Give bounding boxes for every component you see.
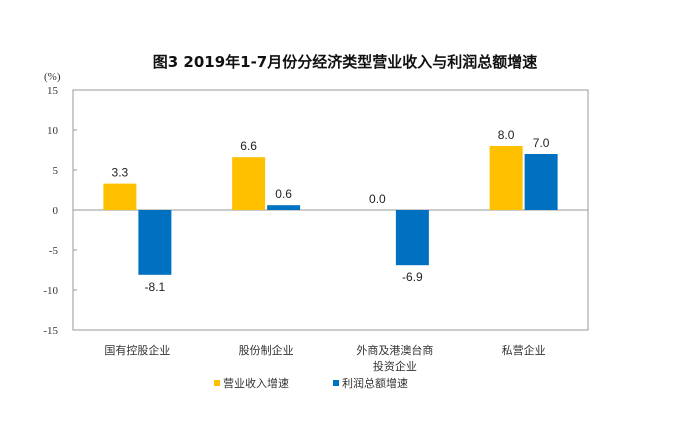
bar-1-2	[395, 210, 429, 266]
legend: 营业收入增速 利润总额增速	[214, 376, 408, 390]
data-label: 0.6	[275, 187, 292, 201]
bar-1-3	[524, 154, 558, 210]
chart-title: 图3 2019年1-7月份分经济类型营业收入与利润总额增速	[153, 53, 538, 71]
data-label: 6.6	[240, 139, 257, 153]
bar-0-1	[232, 157, 266, 210]
x-category-label: 股份制企业	[239, 343, 294, 357]
legend-swatch	[214, 380, 220, 386]
x-category-label: 国有控股企业	[104, 343, 170, 357]
y-tick-label: 5	[53, 165, 59, 177]
data-label: -6.9	[402, 270, 423, 284]
x-category-label: 私营企业	[502, 343, 546, 357]
data-label: 3.3	[112, 166, 129, 180]
y-tick-label: -5	[49, 245, 59, 257]
data-label: 7.0	[533, 136, 550, 150]
y-tick-label: -15	[43, 325, 58, 337]
legend-label: 营业收入增速	[223, 376, 289, 390]
legend-label: 利润总额增速	[342, 376, 408, 390]
x-category-label: 投资企业	[373, 359, 417, 373]
bars	[103, 146, 558, 275]
data-label: -8.1	[145, 280, 166, 294]
x-category-label: 外商及港澳台商	[356, 343, 433, 357]
data-labels: 3.3 -8.1 6.6 0.6 0.0 -6.9 8.0 7.0	[112, 128, 550, 294]
y-tick-label: 10	[47, 125, 59, 137]
y-axis-unit: (%)	[44, 71, 61, 83]
y-tick-label: -10	[43, 285, 58, 297]
bar-0-0	[103, 183, 137, 210]
y-tick-label: 15	[47, 85, 59, 97]
data-label: 0.0	[369, 192, 386, 206]
bar-0-3	[489, 146, 523, 210]
y-tick-label: 0	[53, 205, 59, 217]
bar-1-1	[267, 205, 301, 210]
bar-1-0	[138, 210, 172, 275]
data-label: 8.0	[498, 128, 515, 142]
legend-swatch	[333, 380, 339, 386]
y-axis: 15 10 5 0 -5 -10 -15	[43, 85, 588, 337]
